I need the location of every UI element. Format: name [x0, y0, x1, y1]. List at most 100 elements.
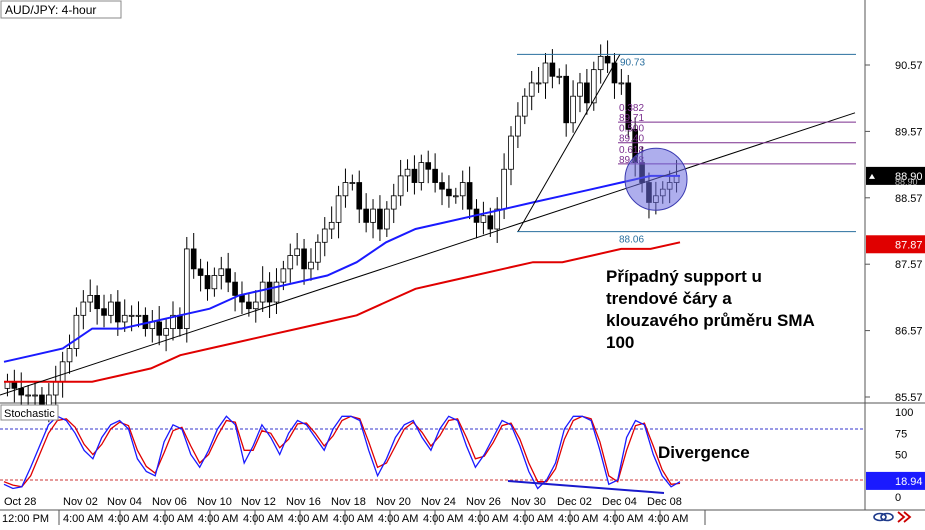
candle — [480, 201, 487, 235]
candle — [94, 285, 100, 325]
candle — [370, 199, 376, 239]
candle — [170, 301, 176, 341]
candle-body — [239, 295, 245, 303]
candle-body — [108, 301, 114, 316]
candle — [204, 261, 211, 301]
price-tick-label: 87.57 — [895, 259, 923, 271]
sma200-value-box — [866, 235, 925, 254]
support-annotation-line: trendové čáry a — [606, 289, 732, 308]
candle — [135, 301, 142, 328]
candle — [625, 74, 632, 138]
candle — [584, 68, 590, 115]
candle — [32, 381, 38, 407]
candle — [432, 153, 438, 193]
candle — [190, 232, 197, 279]
candle-body — [66, 348, 73, 363]
candle — [439, 172, 445, 206]
support-annotation: Případný support u trendové čáry a klouzav… — [606, 267, 815, 352]
candle-body — [487, 215, 494, 230]
sma200-value-label: 87.87 — [895, 239, 923, 251]
candle-body — [508, 135, 514, 170]
candle — [590, 61, 597, 111]
candle — [556, 68, 563, 85]
candle-body — [577, 82, 583, 97]
candle — [73, 307, 80, 357]
divergence-annotation: Divergence — [658, 443, 750, 462]
candle-body — [211, 275, 218, 290]
link-icon[interactable] — [873, 512, 894, 522]
candle-body — [218, 268, 225, 276]
up-arrow-icon — [869, 173, 875, 179]
candle-body — [321, 228, 328, 243]
candle-body — [432, 168, 438, 183]
candle-body — [301, 248, 307, 270]
time-tick-label: 4:00 AM — [153, 513, 193, 525]
candle-body — [280, 268, 287, 283]
candle-body — [156, 321, 163, 336]
candle-body — [328, 221, 335, 230]
candle-body — [446, 188, 452, 197]
date-tick-label: Nov 18 — [331, 496, 366, 508]
candle-body — [177, 314, 183, 330]
candle — [108, 294, 114, 324]
candle — [453, 187, 459, 204]
candle — [528, 70, 535, 111]
candle — [494, 197, 501, 243]
candle — [397, 159, 404, 206]
price-tick-label: 88.57 — [895, 193, 923, 205]
candle — [363, 193, 369, 233]
chart-title: AUD/JPY: 4-hour — [5, 3, 96, 17]
candle-body — [183, 248, 190, 330]
time-tick-label: 4:00 AM — [108, 513, 148, 525]
candle-body — [549, 62, 556, 77]
time-tick-label: 4:00 AM — [243, 513, 283, 525]
candle-body — [542, 62, 549, 84]
candle-body — [73, 314, 80, 349]
date-tick-label: Dec 08 — [647, 496, 682, 508]
candle-body — [390, 195, 397, 210]
candle — [377, 195, 383, 241]
candle — [446, 175, 452, 208]
date-tick-label: Nov 24 — [421, 496, 456, 508]
candle-body — [377, 208, 383, 230]
support-annotation-line: Případný support u — [606, 267, 762, 286]
candle-body — [397, 175, 404, 197]
candle-body — [25, 394, 31, 397]
time-tick-label: 4:00 AM — [198, 513, 238, 525]
price-tick-label: 90.57 — [895, 60, 923, 72]
time-tick-label: 4:00 AM — [648, 513, 688, 525]
fib-ratio-label: 0.382 — [619, 103, 644, 114]
candle — [80, 290, 87, 330]
candle-body — [570, 95, 576, 124]
sma200-line — [4, 241, 681, 383]
candle-body — [535, 82, 542, 85]
candle — [521, 88, 528, 125]
candle-body — [563, 75, 569, 124]
date-tick-label: Oct 28 — [4, 496, 36, 508]
candle — [549, 49, 556, 89]
date-tick-label: Nov 26 — [466, 496, 501, 508]
low-level-label: 88.06 — [619, 235, 644, 246]
candle — [597, 44, 604, 84]
candle-body — [384, 208, 390, 230]
candle — [273, 268, 280, 314]
candle-body — [232, 281, 238, 296]
candle-body — [466, 182, 473, 210]
candle-body — [225, 268, 231, 283]
candle — [404, 159, 411, 192]
candle — [197, 258, 204, 292]
candle — [287, 243, 294, 283]
candle-body — [287, 255, 294, 270]
date-tick-label: Nov 16 — [286, 496, 321, 508]
candle-body — [190, 248, 197, 270]
candle-body — [404, 168, 411, 177]
candle — [604, 40, 611, 73]
candle-body — [170, 314, 176, 330]
candle-body — [356, 182, 363, 210]
fib-price-label: 89.71 — [619, 113, 644, 124]
scroll-to-end-icon[interactable] — [897, 511, 912, 523]
candle-body — [370, 208, 376, 223]
candle — [618, 68, 625, 95]
candle — [232, 272, 238, 312]
